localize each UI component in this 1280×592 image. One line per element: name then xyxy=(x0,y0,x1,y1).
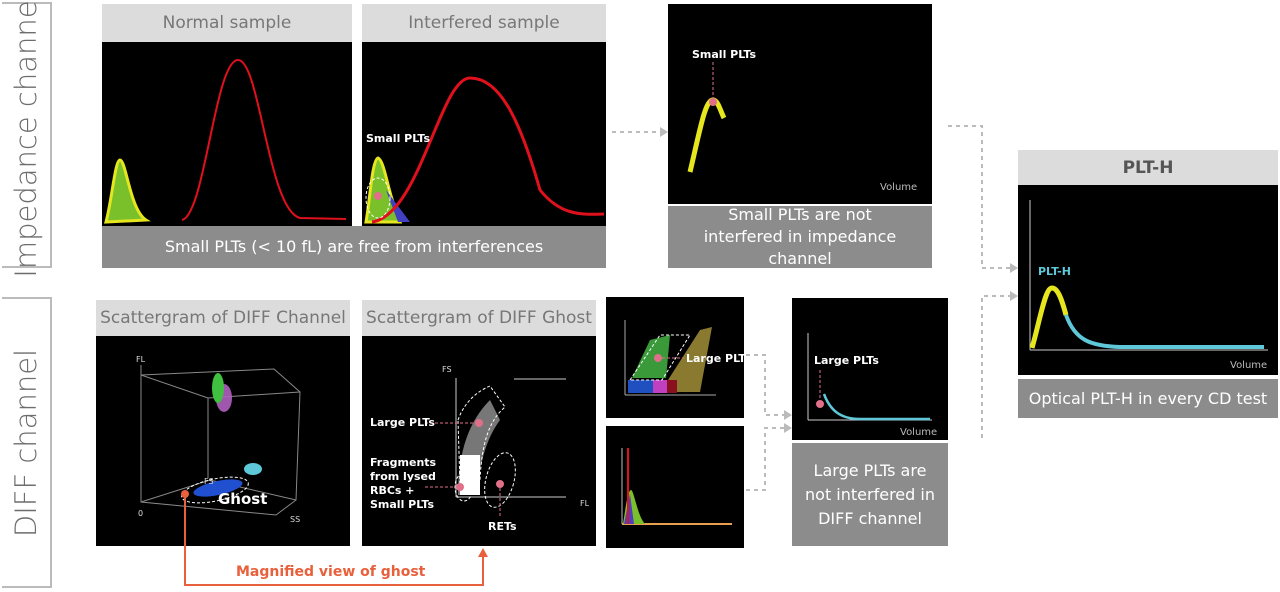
axis-ss: SS xyxy=(290,515,300,524)
diff-volume-label: Volume xyxy=(900,427,937,438)
diff-result-large-plts-label: Large PLTs xyxy=(814,354,879,367)
diff-channel-label: DIFF channel xyxy=(2,297,52,588)
impedance-caption: Small PLTs (< 10 fL) are free from inter… xyxy=(102,226,606,268)
diff-result-cyan-curve xyxy=(822,393,930,421)
axis-fl: FL xyxy=(136,355,146,364)
magnified-arrow xyxy=(184,494,484,586)
impedance-volume-label: Volume xyxy=(880,182,917,193)
plth-yellow-curve xyxy=(1029,285,1069,349)
large-plts-region xyxy=(457,385,506,486)
ghost-axis-fs: FS xyxy=(442,365,452,374)
impedance-result-curve xyxy=(687,97,727,173)
fragments-line: from lysed xyxy=(370,470,436,483)
large-plts-label: Large PLTs xyxy=(370,416,435,429)
axis-zero: 0 xyxy=(138,509,143,518)
ghost-label: Ghost xyxy=(218,490,267,508)
3d-box xyxy=(140,365,301,516)
normal-sample-header: Normal sample xyxy=(102,4,352,42)
normal-red-curve xyxy=(181,58,347,221)
small-plts-marker xyxy=(374,192,382,200)
normal-yellow-peak xyxy=(104,158,151,224)
impedance-result-caption: Small PLTs are not interfered in impedan… xyxy=(668,205,932,268)
interfered-red-curve xyxy=(371,76,605,224)
connector-arrows xyxy=(612,125,1010,491)
plth-plot xyxy=(1018,185,1278,375)
fragments-line: Fragments xyxy=(370,456,437,469)
ghost-axis-fl: FL xyxy=(580,499,590,508)
result-small-plts-label: Small PLTs xyxy=(692,48,756,61)
diff-result-plot xyxy=(792,298,948,440)
interfered-sample-header: Interfered sample xyxy=(362,4,606,42)
impedance-channel-label: Impedance channel xyxy=(2,0,52,278)
axis-fs: FS xyxy=(204,477,214,486)
diff-scatter-header: Scattergram of DIFF Channel xyxy=(96,300,350,336)
fragments-line: Small PLTs xyxy=(370,498,434,511)
plth-curve-label: PLT-H xyxy=(1038,265,1071,278)
mini-large-plts-label: Large PLTs xyxy=(686,352,751,365)
diff-ghost-header: Scattergram of DIFF Ghost xyxy=(362,300,596,336)
plth-header: PLT-H xyxy=(1018,150,1278,185)
plth-cyan-curve xyxy=(1064,314,1264,349)
small-plts-label: Small PLTs xyxy=(366,132,430,145)
plth-volume-label: Volume xyxy=(1230,360,1267,371)
plth-caption: Optical PLT-H in every CD test xyxy=(1018,379,1278,418)
rets-label: RETs xyxy=(488,520,517,533)
small-plts-ellipse xyxy=(365,177,391,219)
magnified-label: Magnified view of ghost xyxy=(236,564,426,580)
diff-result-caption: Large PLTs are not interfered in DIFF ch… xyxy=(792,443,948,546)
fragments-label: Fragments from lysed RBCs + Small PLTs xyxy=(370,456,437,511)
fragments-line: RBCs + xyxy=(370,484,415,497)
